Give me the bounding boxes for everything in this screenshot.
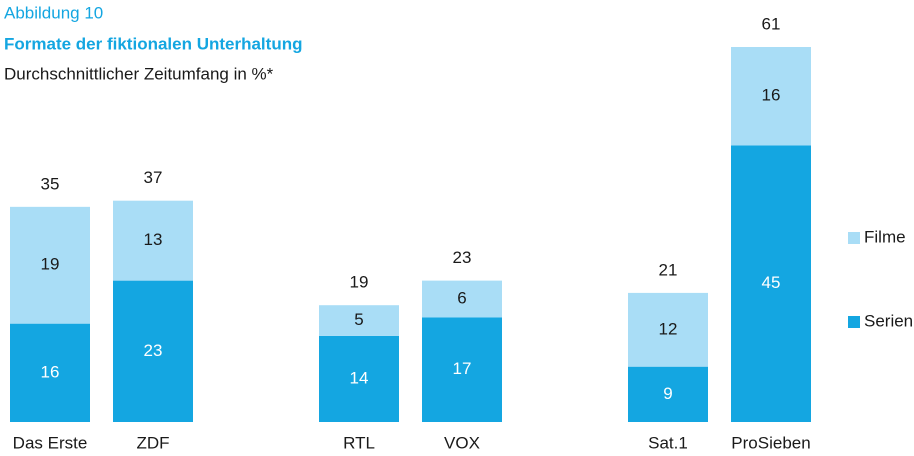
chart-title: Formate der fiktionalen Unterhaltung [4,34,302,53]
value-label: 17 [453,359,472,378]
legend-label: Filme [864,227,906,246]
bar-segment [422,280,502,318]
bar-segment [628,366,708,422]
bar-segment [113,200,193,281]
chart-kicker: Abbildung 10 [4,3,103,22]
total-label: 23 [453,248,472,267]
value-label: 16 [762,86,781,105]
x-tick-label: VOX [444,433,480,452]
bar-segment [422,317,502,422]
bar-segment [319,335,399,422]
value-label: 9 [663,384,672,403]
bar-segment [10,206,90,324]
value-label: 45 [762,273,781,292]
bar-segment [628,292,708,367]
total-label: 35 [41,174,60,193]
bar-segment [731,145,811,422]
legend-label: Serien [864,311,913,330]
total-label: 61 [762,14,781,33]
x-tick-label: Sat.1 [648,433,688,452]
value-label: 16 [41,362,60,381]
total-label: 21 [659,260,678,279]
value-label: 23 [144,341,163,360]
x-tick-label: RTL [343,433,375,452]
value-label: 5 [354,310,363,329]
legend-swatch [848,316,860,328]
bar-segment [319,305,399,336]
total-label: 37 [144,168,163,187]
value-label: 13 [144,230,163,249]
value-label: 19 [41,255,60,274]
chart-subtitle: Durchschnittlicher Zeitumfang in %* [4,64,274,83]
total-label: 19 [350,273,369,292]
value-label: 14 [350,368,369,387]
value-label: 12 [659,319,678,338]
x-tick-label: ZDF [136,433,169,452]
value-label: 6 [457,289,466,308]
bar-segment [10,323,90,422]
x-tick-label: Das Erste [13,433,88,452]
x-tick-label: ProSieben [731,433,810,452]
bar-segment [731,47,811,146]
bar-segment [113,280,193,422]
legend-swatch [848,232,860,244]
